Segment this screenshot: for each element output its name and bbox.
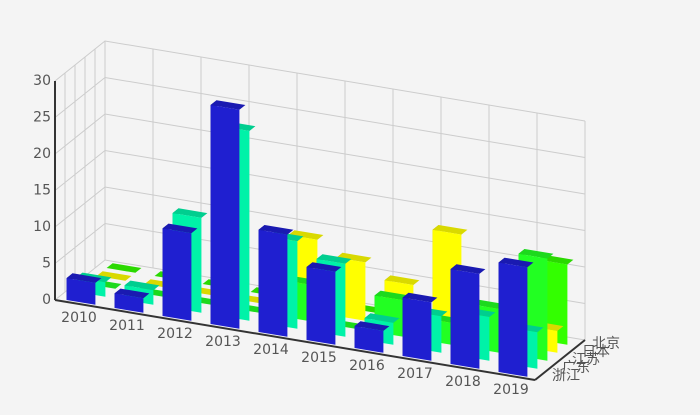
bar-top	[114, 288, 150, 299]
y-tick-label: 广东	[562, 360, 590, 376]
y-tick-label: 日本	[582, 344, 610, 360]
bar-top	[336, 252, 372, 263]
bar	[162, 228, 192, 321]
bar	[354, 326, 384, 353]
x-tick-label: 2010	[61, 310, 97, 326]
bar-top	[354, 321, 390, 331]
x-tick-label: 2012	[157, 326, 193, 342]
bar-top	[288, 230, 324, 240]
z-tick-label: 15	[33, 183, 51, 199]
bar-top	[432, 225, 468, 235]
bar-top	[124, 280, 160, 291]
bar-top	[96, 271, 132, 281]
x-tick-label: 2015	[301, 350, 337, 366]
bar-top	[316, 254, 352, 264]
y-tick-label: 浙江	[552, 368, 580, 384]
grid-line	[54, 149, 586, 231]
x-tick-label: 2011	[109, 318, 145, 334]
x-tick-label: 2018	[445, 374, 481, 390]
bar-top	[364, 313, 400, 323]
bar-top	[106, 263, 142, 273]
bar	[258, 229, 288, 337]
bar	[306, 267, 336, 345]
bar-top	[450, 264, 486, 274]
bar	[114, 293, 144, 313]
axis-line	[54, 299, 536, 381]
bar	[210, 105, 240, 329]
z-tick-label: 30	[33, 73, 51, 89]
grid-line	[54, 40, 586, 122]
x-tick-label: 2014	[253, 342, 289, 358]
x-tick-label: 2017	[397, 366, 433, 382]
bar-top	[384, 275, 420, 285]
bar-top	[518, 249, 554, 259]
z-tick-label: 0	[42, 292, 51, 308]
x-tick-label: 2013	[205, 334, 241, 350]
bar-top	[402, 292, 438, 303]
y-tick-label: 北京	[592, 336, 620, 352]
z-tick-label: 25	[33, 110, 51, 126]
bar-top	[306, 262, 342, 272]
x-tick-label: 2019	[493, 382, 529, 398]
z-tick-label: 5	[42, 256, 51, 272]
grid-line	[54, 113, 586, 195]
grid-line	[54, 76, 586, 158]
z-tick-label: 20	[33, 146, 51, 162]
axis-line	[534, 339, 586, 381]
bar-top	[210, 100, 246, 110]
bar-top	[162, 223, 198, 234]
bar	[498, 262, 528, 377]
z-tick-label: 10	[33, 219, 51, 235]
y-tick-label: 江苏	[572, 352, 600, 368]
bar-top	[258, 225, 294, 235]
bar-top	[374, 290, 410, 301]
bar	[402, 297, 432, 361]
bar-top	[498, 257, 534, 268]
grid-line	[54, 186, 586, 268]
bar-top	[172, 208, 208, 218]
bar	[66, 278, 96, 305]
x-tick-label: 2016	[349, 358, 385, 374]
bar-top	[66, 273, 102, 283]
bar	[450, 269, 480, 369]
